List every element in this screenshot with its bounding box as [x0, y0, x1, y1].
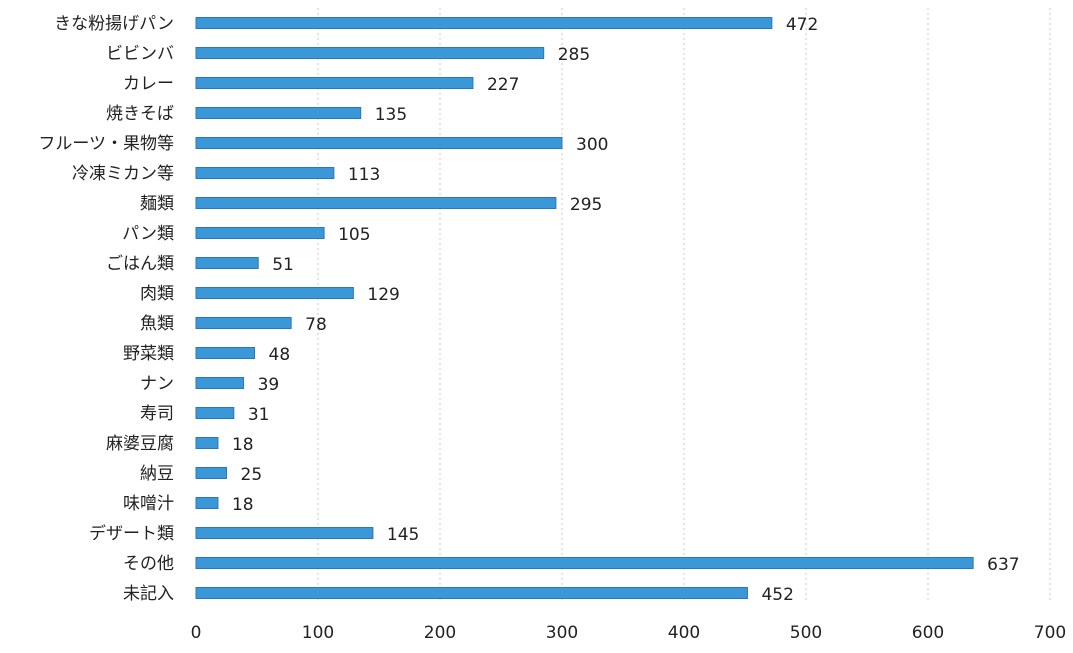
data-label: 48 — [269, 345, 291, 365]
data-label: 285 — [558, 45, 590, 65]
category-label: 肉類 — [140, 284, 174, 304]
bar — [195, 287, 354, 299]
category-label: ビビンバ — [106, 44, 174, 64]
x-tick-label: 600 — [912, 623, 944, 643]
data-label: 18 — [232, 435, 254, 455]
bar — [195, 227, 325, 239]
data-label: 452 — [761, 585, 793, 605]
data-label: 105 — [338, 225, 370, 245]
data-label: 129 — [367, 285, 399, 305]
category-label: フルーツ・果物等 — [38, 134, 174, 154]
category-label: 寿司 — [140, 404, 174, 424]
bar — [195, 587, 748, 599]
x-tick-label: 100 — [302, 623, 334, 643]
bar — [195, 257, 259, 269]
category-label: 魚類 — [140, 314, 174, 334]
data-label: 51 — [272, 255, 294, 275]
bar — [195, 347, 256, 359]
category-label: きな粉揚げパン — [54, 14, 174, 34]
data-label: 227 — [487, 75, 519, 95]
bar — [195, 467, 227, 479]
category-label: 納豆 — [140, 464, 174, 484]
x-axis-tick-labels: 0 100 200 300 400 500 600 700 — [191, 623, 1067, 643]
bar — [195, 47, 545, 59]
bar — [195, 197, 557, 209]
bar — [195, 557, 974, 569]
category-label: 未記入 — [123, 584, 174, 604]
bar — [195, 17, 773, 29]
category-label: 麻婆豆腐 — [106, 434, 174, 454]
x-tick-label: 400 — [668, 623, 700, 643]
data-label: 145 — [387, 525, 419, 545]
bar — [195, 107, 362, 119]
data-label: 25 — [241, 465, 263, 485]
bar — [195, 137, 563, 149]
bar — [195, 167, 335, 179]
data-label: 637 — [987, 555, 1019, 575]
category-label: パン類 — [122, 224, 174, 244]
category-label: 味噌汁 — [123, 494, 174, 514]
bar — [195, 437, 219, 449]
bar — [195, 497, 219, 509]
x-tick-label: 0 — [191, 623, 202, 643]
data-label: 295 — [570, 195, 602, 215]
bar — [195, 317, 292, 329]
category-labels: きな粉揚げパンビビンバカレー焼きそばフルーツ・果物等冷凍ミカン等麺類パン類ごはん… — [38, 14, 174, 604]
category-label: カレー — [123, 74, 174, 94]
category-label: ごはん類 — [106, 254, 174, 274]
gridlines — [317, 8, 1051, 600]
category-label: 冷凍ミカン等 — [72, 164, 174, 184]
data-label: 39 — [258, 375, 280, 395]
data-label: 31 — [248, 405, 270, 425]
category-label: その他 — [123, 554, 174, 574]
category-label: 焼きそば — [106, 104, 174, 124]
bar — [195, 377, 245, 389]
bar — [195, 407, 235, 419]
bars — [195, 17, 974, 599]
value-labels: 472 285 227 135 300 113 295 105 51 129 78 48 39 31 18 2… — [232, 15, 1020, 605]
data-label: 78 — [305, 315, 327, 335]
x-tick-label: 700 — [1034, 623, 1066, 643]
category-label: ナン — [140, 374, 174, 394]
data-label: 472 — [786, 15, 818, 35]
data-label: 113 — [348, 165, 380, 185]
category-label: デザート類 — [89, 523, 174, 544]
data-label: 135 — [375, 105, 407, 125]
x-tick-label: 300 — [546, 623, 578, 643]
x-tick-label: 500 — [790, 623, 822, 643]
category-label: 麺類 — [140, 194, 174, 214]
data-label: 18 — [232, 495, 254, 515]
x-tick-label: 200 — [424, 623, 456, 643]
category-label: 野菜類 — [123, 344, 174, 364]
data-label: 300 — [576, 135, 608, 155]
bar — [195, 77, 474, 89]
bar — [195, 527, 374, 539]
